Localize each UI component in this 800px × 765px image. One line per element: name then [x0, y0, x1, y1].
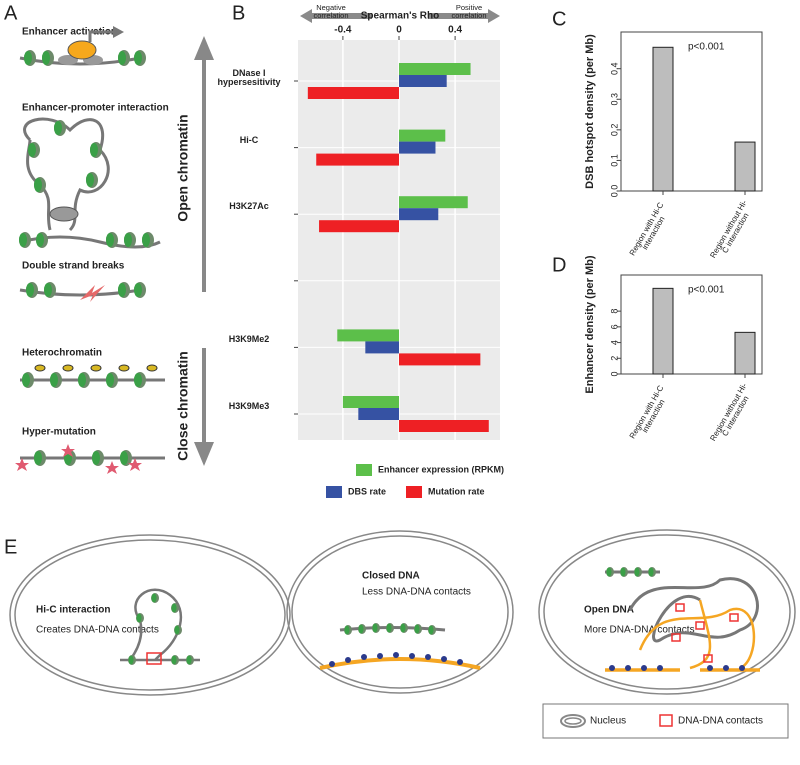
bar — [734, 141, 756, 192]
y-tick-label: 2 — [609, 356, 619, 361]
y-tick-label: 0.0 — [609, 185, 619, 198]
bar — [399, 63, 471, 75]
bar — [399, 129, 446, 142]
step-label: Heterochromatin — [22, 348, 102, 359]
y-tick-label: H3K27Ac — [229, 201, 269, 212]
legend-swatch — [326, 486, 342, 498]
plot-frame — [620, 31, 763, 192]
plot-frame — [620, 274, 763, 375]
y-tick-label: 6 — [609, 324, 619, 329]
y-tick-label: H3K9Me2 — [228, 334, 270, 345]
axis-title: Spearman's Rho — [361, 11, 440, 22]
bar — [399, 75, 447, 87]
cell-text: Creates DNA-DNA contacts — [36, 625, 159, 636]
y-axis-label: Enhancer density (per Mb) — [584, 255, 596, 393]
y-tick-label: 4 — [609, 340, 619, 345]
cell-title: Open DNA — [584, 605, 634, 616]
legend-label: DNA-DNA contacts — [678, 716, 763, 727]
step-label: Double strand breaks — [22, 261, 125, 272]
bar — [652, 46, 674, 192]
bar — [399, 208, 439, 221]
panel-label: A — [4, 2, 18, 24]
x-tick-label: -0.4 — [334, 25, 352, 36]
cell-text: More DNA-DNA contacts — [584, 625, 695, 636]
legend-label: Enhancer expression (RPKM) — [378, 464, 504, 474]
bar — [337, 329, 399, 342]
cell-text: Less DNA-DNA contacts — [362, 587, 471, 598]
bar — [358, 408, 399, 420]
y-tick-label: 0.4 — [609, 62, 619, 75]
y-axis-label: DSB hotspot density (per Mb) — [584, 34, 596, 189]
legend-label: Nucleus — [590, 716, 626, 727]
y-tick-label: 0.2 — [609, 124, 619, 137]
bar — [652, 287, 674, 375]
arrow-label: Close chromatin — [175, 351, 191, 461]
bar — [307, 87, 399, 99]
panel-label: D — [552, 254, 566, 276]
x-tick-label: 0 — [396, 25, 402, 36]
step-label: Enhancer-promoter interaction — [22, 103, 169, 114]
panel-label: B — [232, 2, 245, 24]
bar — [365, 341, 399, 354]
bar — [399, 196, 468, 209]
y-tick-label: 0.1 — [609, 154, 619, 167]
annotation: Positive correlation — [451, 3, 487, 20]
cell-title: Closed DNA — [362, 571, 420, 582]
legend-swatch — [406, 486, 422, 498]
bar — [399, 420, 489, 432]
panel-label: E — [4, 536, 17, 558]
bar — [399, 141, 436, 154]
y-tick-label: Hi-C — [239, 134, 259, 145]
annotation: p<0.001 — [688, 285, 725, 296]
bar — [399, 353, 481, 366]
cell-title: Hi-C interaction — [36, 605, 110, 616]
step-label: Hyper-mutation — [22, 427, 96, 438]
annotation: p<0.001 — [688, 42, 725, 53]
legend-label: DBS rate — [348, 486, 386, 496]
bar — [342, 396, 399, 408]
legend-label: Mutation rate — [428, 486, 485, 496]
panel-label: C — [552, 8, 566, 30]
arrow-label: Open chromatin — [175, 114, 191, 221]
y-tick-label: 0.3 — [609, 93, 619, 106]
bar — [319, 220, 399, 233]
annotation: Negative correlation — [313, 3, 349, 20]
y-tick-label: 8 — [609, 309, 619, 314]
step-label: Enhancer activation — [22, 27, 117, 38]
bar — [734, 331, 756, 375]
y-tick-label: DNase I hypersesitivity — [217, 68, 281, 88]
bar — [316, 153, 399, 166]
x-tick-label: 0.4 — [448, 25, 462, 36]
legend-swatch — [356, 464, 372, 476]
y-tick-label: H3K9Me3 — [228, 401, 270, 411]
y-tick-label: 0 — [609, 371, 619, 376]
